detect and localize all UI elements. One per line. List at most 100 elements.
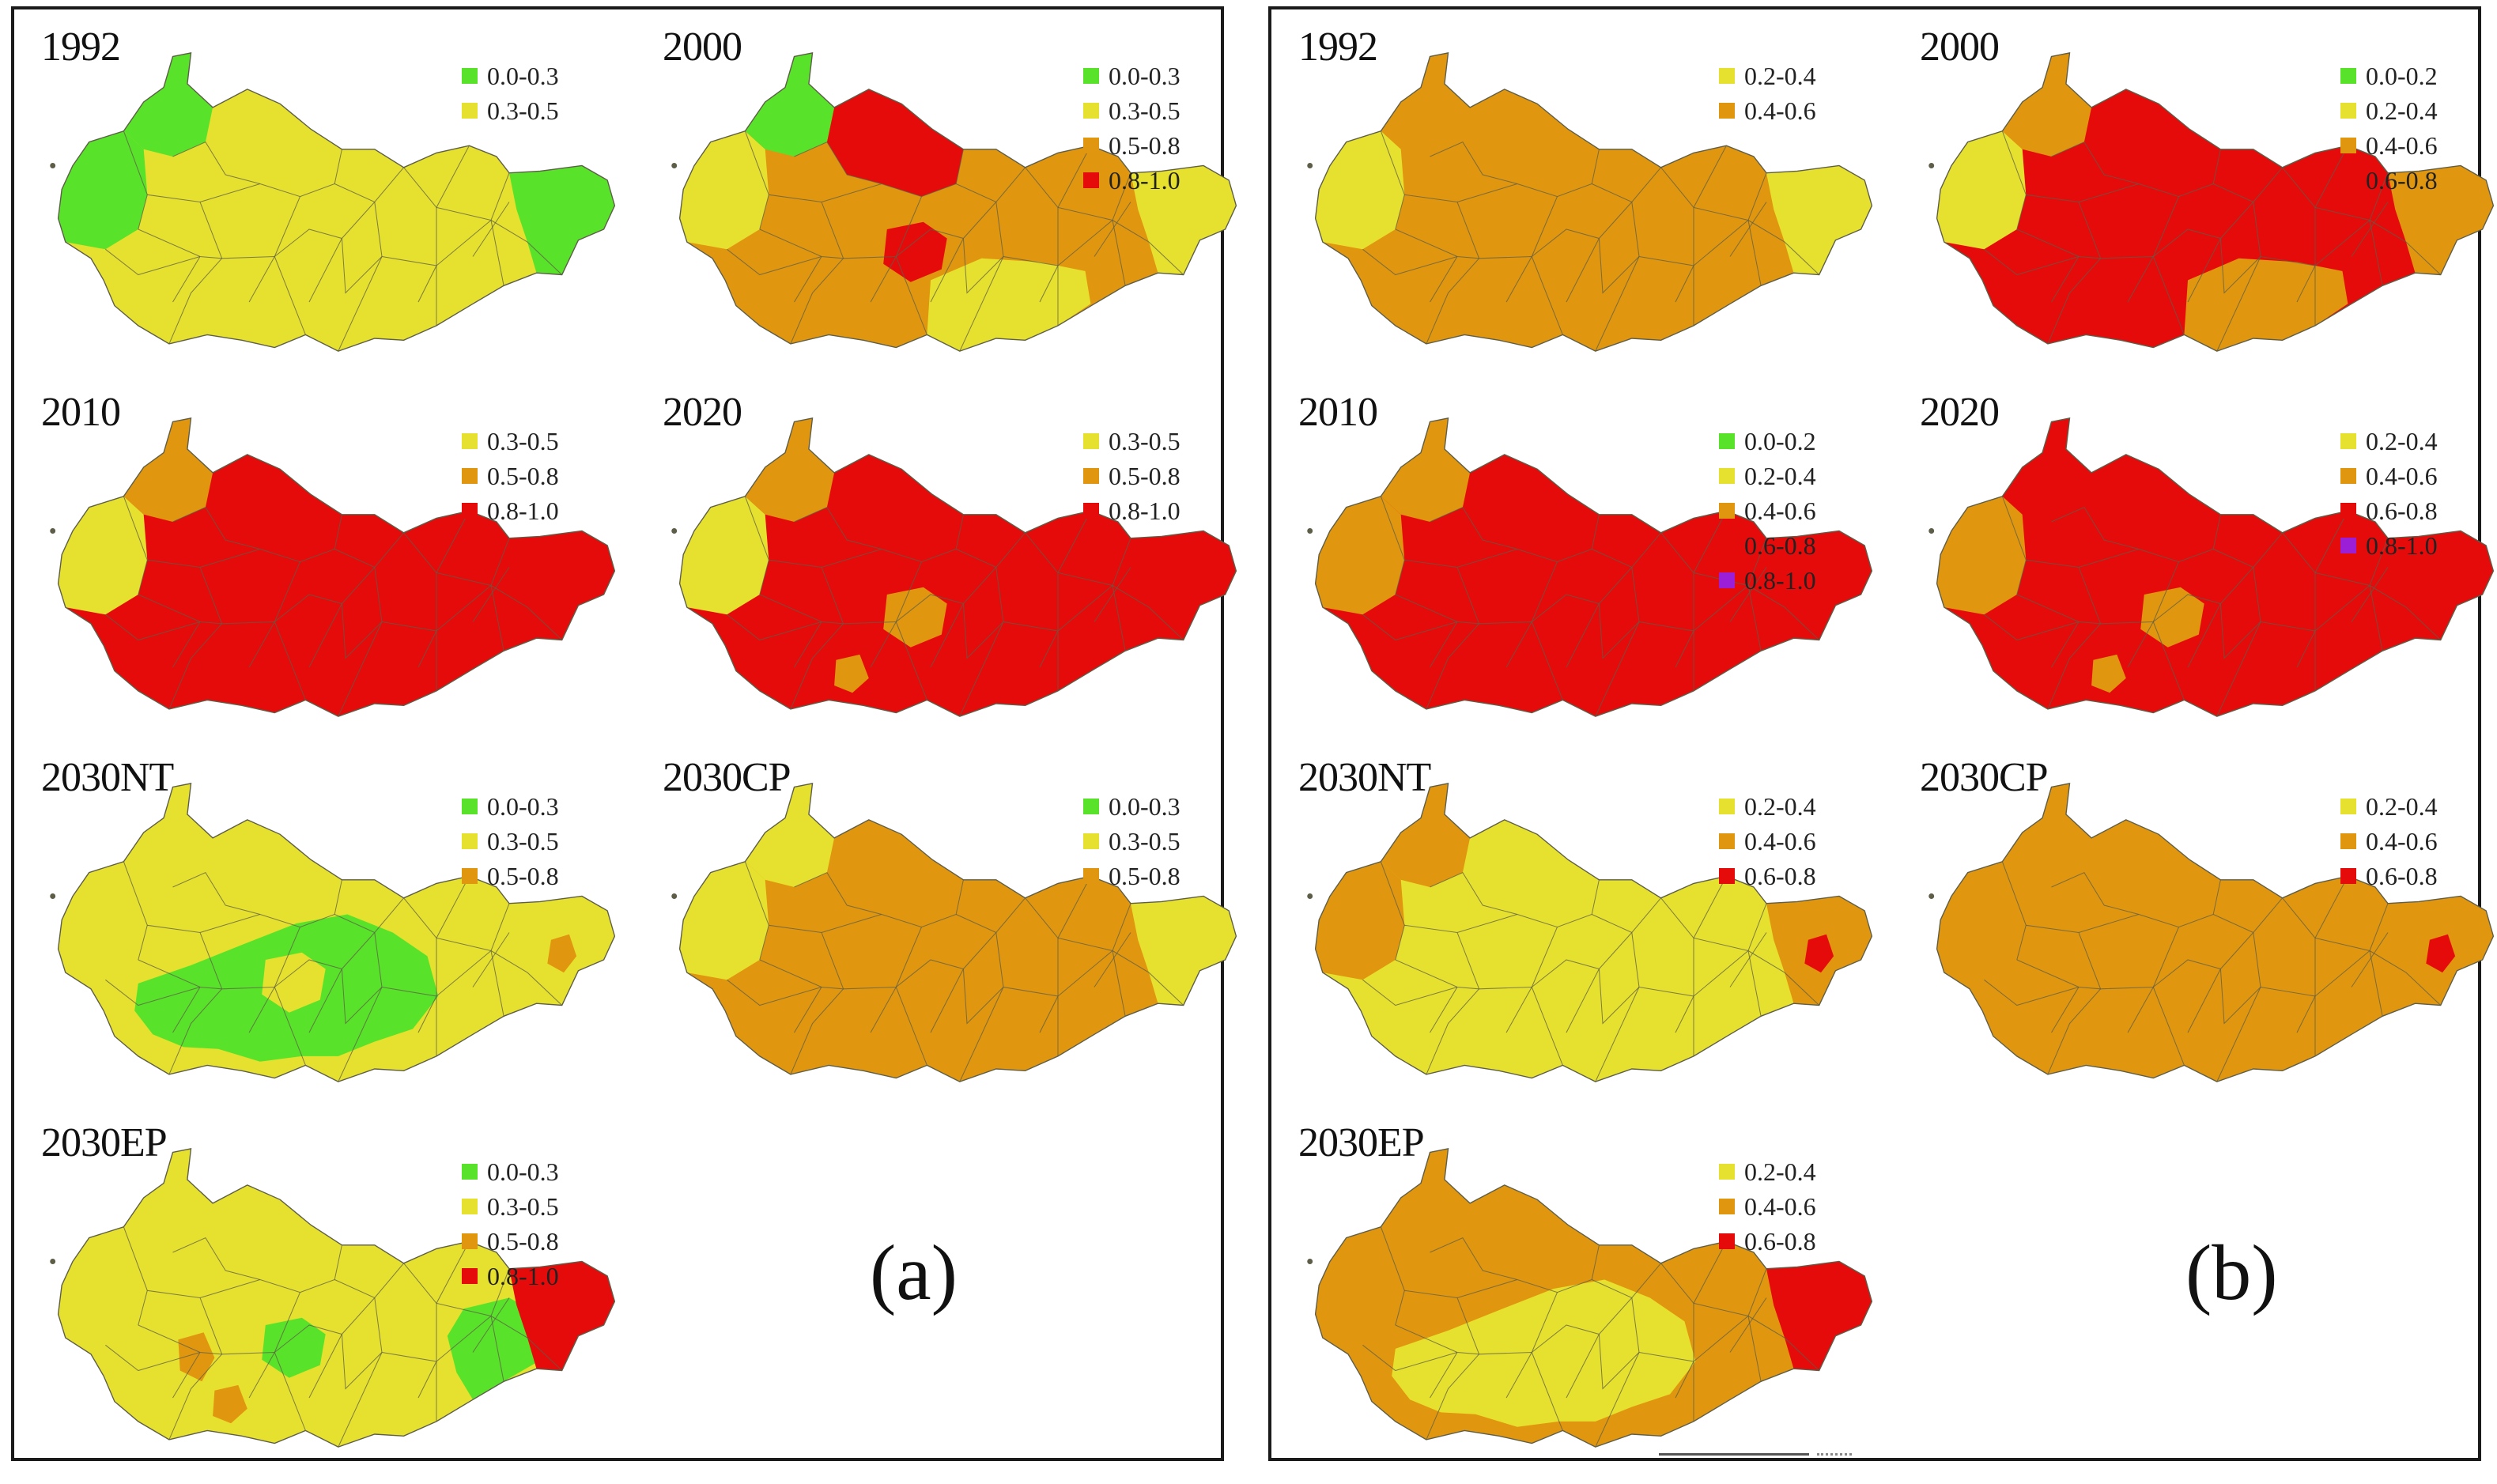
legend-item: 0.8-1.0 (1083, 163, 1181, 198)
legend-swatch (1719, 103, 1735, 119)
county-boundary (1693, 1316, 1749, 1362)
county-boundary (1057, 220, 1113, 266)
region-map (50, 417, 615, 717)
legend-item: 0.0-0.3 (462, 59, 559, 93)
region-map (671, 783, 1237, 1082)
legend-item: 0.8-1.0 (2340, 528, 2438, 563)
county-boundary (870, 256, 897, 303)
county-boundary (1747, 220, 1762, 286)
map-region-east-spot (1804, 934, 1834, 973)
county-boundary (168, 567, 223, 710)
map-region-west (58, 496, 148, 615)
legend-swatch (1719, 468, 1735, 484)
map-title: 2030CP (1920, 755, 2049, 800)
legend-label: 0.3-0.5 (487, 826, 559, 855)
county-boundary (2219, 603, 2261, 659)
county-boundary (308, 603, 342, 668)
legend-swatch (2340, 799, 2356, 814)
map-base-area (1936, 417, 2494, 717)
map-a-2030ep: 2030EP 0.0-0.3 0.3-0.5 0.5-0.8 0.8-1.0 (14, 1105, 615, 1467)
county-boundary (1747, 950, 1820, 1006)
legend-swatch (1719, 868, 1735, 884)
map-title: 2010 (41, 390, 121, 435)
county-boundary (172, 871, 261, 916)
legend-swatch (2340, 68, 2356, 84)
legend-swatch (2340, 503, 2356, 519)
county-boundary (417, 995, 437, 1033)
legend-swatch (1719, 1164, 1735, 1180)
legend-item: 0.6-0.8 (2340, 493, 2438, 528)
map-legend: 0.2-0.4 0.4-0.6 (1719, 59, 1816, 128)
county-boundary (895, 932, 997, 987)
map-region-nw (745, 417, 835, 522)
county-boundary (962, 238, 1004, 294)
county-boundary (308, 1334, 342, 1399)
county-boundary (341, 603, 383, 659)
county-boundary (930, 238, 964, 303)
county-boundary (472, 202, 510, 257)
legend-label: 0.3-0.5 (1109, 826, 1181, 855)
county-boundary (2219, 969, 2261, 1025)
county-boundary (1426, 1297, 1480, 1441)
county-boundary (274, 567, 376, 622)
map-outline (1936, 783, 2494, 1082)
panel-label: (b) (2185, 1229, 2278, 1316)
county-boundary (172, 987, 201, 1033)
map-island-dot (1928, 528, 1935, 534)
legend-swatch (1083, 103, 1099, 119)
map-a-2030nt: 2030NT 0.0-0.3 0.3-0.5 0.5-0.8 (14, 740, 615, 1102)
county-boundary (1531, 927, 1558, 987)
county-boundary (105, 614, 201, 641)
county-boundary (930, 603, 964, 668)
map-region-west (679, 130, 769, 250)
county-boundary (744, 496, 769, 595)
county-boundary (790, 567, 844, 710)
county-boundary (2051, 506, 2140, 550)
map-outline (678, 417, 1237, 717)
county-boundary (490, 585, 504, 651)
map-legend: 0.0-0.2 0.2-0.4 0.4-0.6 0.6-0.8 0.8-1.0 (1719, 424, 1816, 598)
legend-label: 0.4-0.6 (1744, 96, 1816, 125)
map-island-dot (1307, 163, 1313, 168)
county-boundary (105, 979, 201, 1006)
legend-label: 0.4-0.6 (1744, 496, 1816, 525)
county-boundary (1675, 265, 1694, 303)
legend-label: 0.6-0.8 (2366, 165, 2438, 194)
county-boundary (1426, 202, 1480, 345)
county-boundary (274, 1292, 300, 1353)
map-island-dot (50, 163, 56, 168)
map-legend: 0.0-0.3 0.3-0.5 0.5-0.8 (1083, 789, 1181, 893)
county-boundary (1729, 202, 1767, 257)
legend-swatch (1719, 1233, 1735, 1249)
county-boundary (1362, 1344, 1458, 1372)
legend-swatch (462, 1233, 478, 1249)
county-boundary (2351, 932, 2389, 987)
county-boundary (341, 969, 383, 1025)
county-boundary (1430, 987, 1458, 1033)
county-boundary (172, 1237, 261, 1281)
county-boundary (1112, 950, 1184, 1006)
region-map (50, 52, 615, 352)
legend-item: 0.6-0.8 (1719, 859, 1816, 893)
county-boundary (259, 1244, 342, 1293)
legend-item: 0.0-0.3 (462, 1154, 559, 1189)
county-boundary (1505, 256, 1532, 303)
map-island-dot (50, 893, 56, 899)
county-boundary (2369, 585, 2383, 651)
map-outline (57, 52, 615, 352)
county-boundary (1566, 969, 1600, 1033)
legend-swatch (1083, 503, 1099, 519)
legend-label: 0.6-0.8 (2366, 496, 2438, 525)
county-boundary (1057, 585, 1113, 632)
legend-swatch (462, 868, 478, 884)
county-boundary (1362, 248, 1458, 276)
legend-label: 0.2-0.4 (1744, 1157, 1816, 1186)
map-b-2020: 2020 0.2-0.4 0.4-0.6 0.6-0.8 0.8-1.0 (1893, 375, 2494, 737)
map-region-east (1131, 165, 1237, 275)
county-boundary (2369, 950, 2383, 1017)
legend-item: 0.2-0.4 (1719, 459, 1816, 493)
map-region-south (927, 258, 1091, 352)
map-island-dot (671, 528, 678, 534)
county-boundary (1112, 220, 1126, 286)
county-boundary (895, 927, 922, 987)
